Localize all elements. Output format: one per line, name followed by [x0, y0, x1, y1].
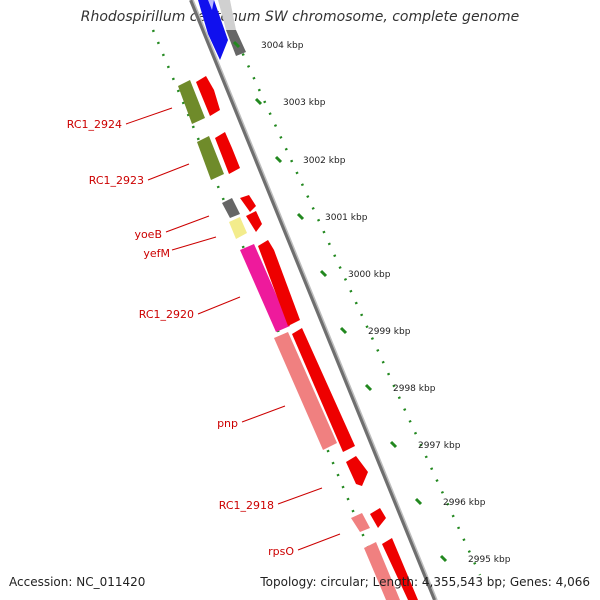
gene-label: pnp	[217, 417, 238, 430]
gene-block-rc1-2923	[197, 136, 224, 180]
gene-label-leader	[171, 236, 217, 251]
scale-tick-label: 2996 kbp	[443, 498, 486, 508]
gene-block-rc1-2920	[240, 244, 290, 332]
gene-label: RC1_2924	[67, 118, 122, 131]
grey-feature-top-light	[218, 0, 236, 30]
blue-feature-light	[208, 0, 214, 10]
scale-tick-mark	[319, 269, 328, 278]
chromosome-backbone-highlight	[192, 0, 438, 600]
scale-tick-label: 3003 kbp	[283, 98, 326, 108]
chromosome-backbone	[189, 0, 437, 600]
gene-label-leader	[297, 533, 341, 551]
gene-label-leader	[125, 107, 173, 125]
gene-block-pnp	[274, 332, 337, 450]
gene-label-leader	[197, 296, 241, 315]
gene-label: yoeB	[134, 228, 162, 241]
scale-ticks: 3004 kbp 3003 kbp 3002 kbp 3001 kbp 3000 kbp…	[232, 40, 511, 565]
gene-arrow-rc1-2924	[196, 76, 220, 116]
genome-summary: Topology: circular; Length: 4,355,543 bp…	[260, 575, 590, 589]
gene-arrow-yoeb	[240, 195, 256, 212]
gene-arrow-rpso	[370, 508, 386, 528]
gene-label: RC1_2920	[139, 308, 194, 321]
scale-tick-mark	[232, 40, 241, 49]
gene-block-rpso	[351, 513, 370, 532]
gene-arrow-rc1-2918	[346, 456, 368, 486]
outer-dotted-track	[230, 29, 482, 576]
gene-label: RC1_2923	[89, 174, 144, 187]
gene-arrow-yefm	[246, 211, 262, 232]
scale-tick-mark	[274, 155, 283, 164]
scale-tick-mark	[364, 383, 373, 392]
scale-tick-label: 2995 kbp	[468, 555, 511, 565]
gene-block-partial	[364, 542, 400, 600]
gene-label-leader	[241, 405, 286, 423]
gene-label-leader	[165, 215, 210, 233]
scale-tick-label: 2997 kbp	[418, 441, 461, 451]
scale-tick-label: 2998 kbp	[393, 384, 436, 394]
gene-label-leader	[147, 163, 190, 181]
scale-tick-mark	[296, 212, 305, 221]
gene-label: rpsO	[268, 545, 294, 558]
blue-feature	[198, 0, 228, 60]
gene-arrow-pnp	[292, 328, 355, 452]
scale-tick-label: 3004 kbp	[261, 41, 304, 51]
gene-arrow-partial	[382, 538, 418, 600]
scale-tick-mark	[439, 554, 448, 563]
scale-tick-mark	[339, 326, 348, 335]
gene-arrow-rc1-2920	[258, 240, 300, 326]
dotted-tracks	[151, 29, 482, 600]
gene-block-yefm	[229, 217, 247, 239]
gene-features	[178, 76, 418, 600]
gene-label: RC1_2918	[219, 499, 274, 512]
gene-label: yefM	[143, 247, 170, 260]
accession-label: Accession: NC_011420	[9, 575, 146, 589]
scale-tick-mark	[389, 440, 398, 449]
map-title: Rhodospirillum centenum SW chromosome, c…	[80, 9, 520, 25]
scale-tick-mark	[254, 97, 263, 106]
gene-arrow-rc1-2923	[215, 132, 240, 174]
gene-label-leader	[277, 487, 323, 505]
scale-tick-mark	[414, 497, 423, 506]
scale-tick-label: 3001 kbp	[325, 213, 368, 223]
scale-tick-label: 3000 kbp	[348, 270, 391, 280]
scale-tick-label: 3002 kbp	[303, 156, 346, 166]
gene-block-rc1-2924	[178, 80, 205, 124]
gene-block-yoeb	[222, 198, 240, 218]
scale-tick-label: 2999 kbp	[368, 327, 411, 337]
